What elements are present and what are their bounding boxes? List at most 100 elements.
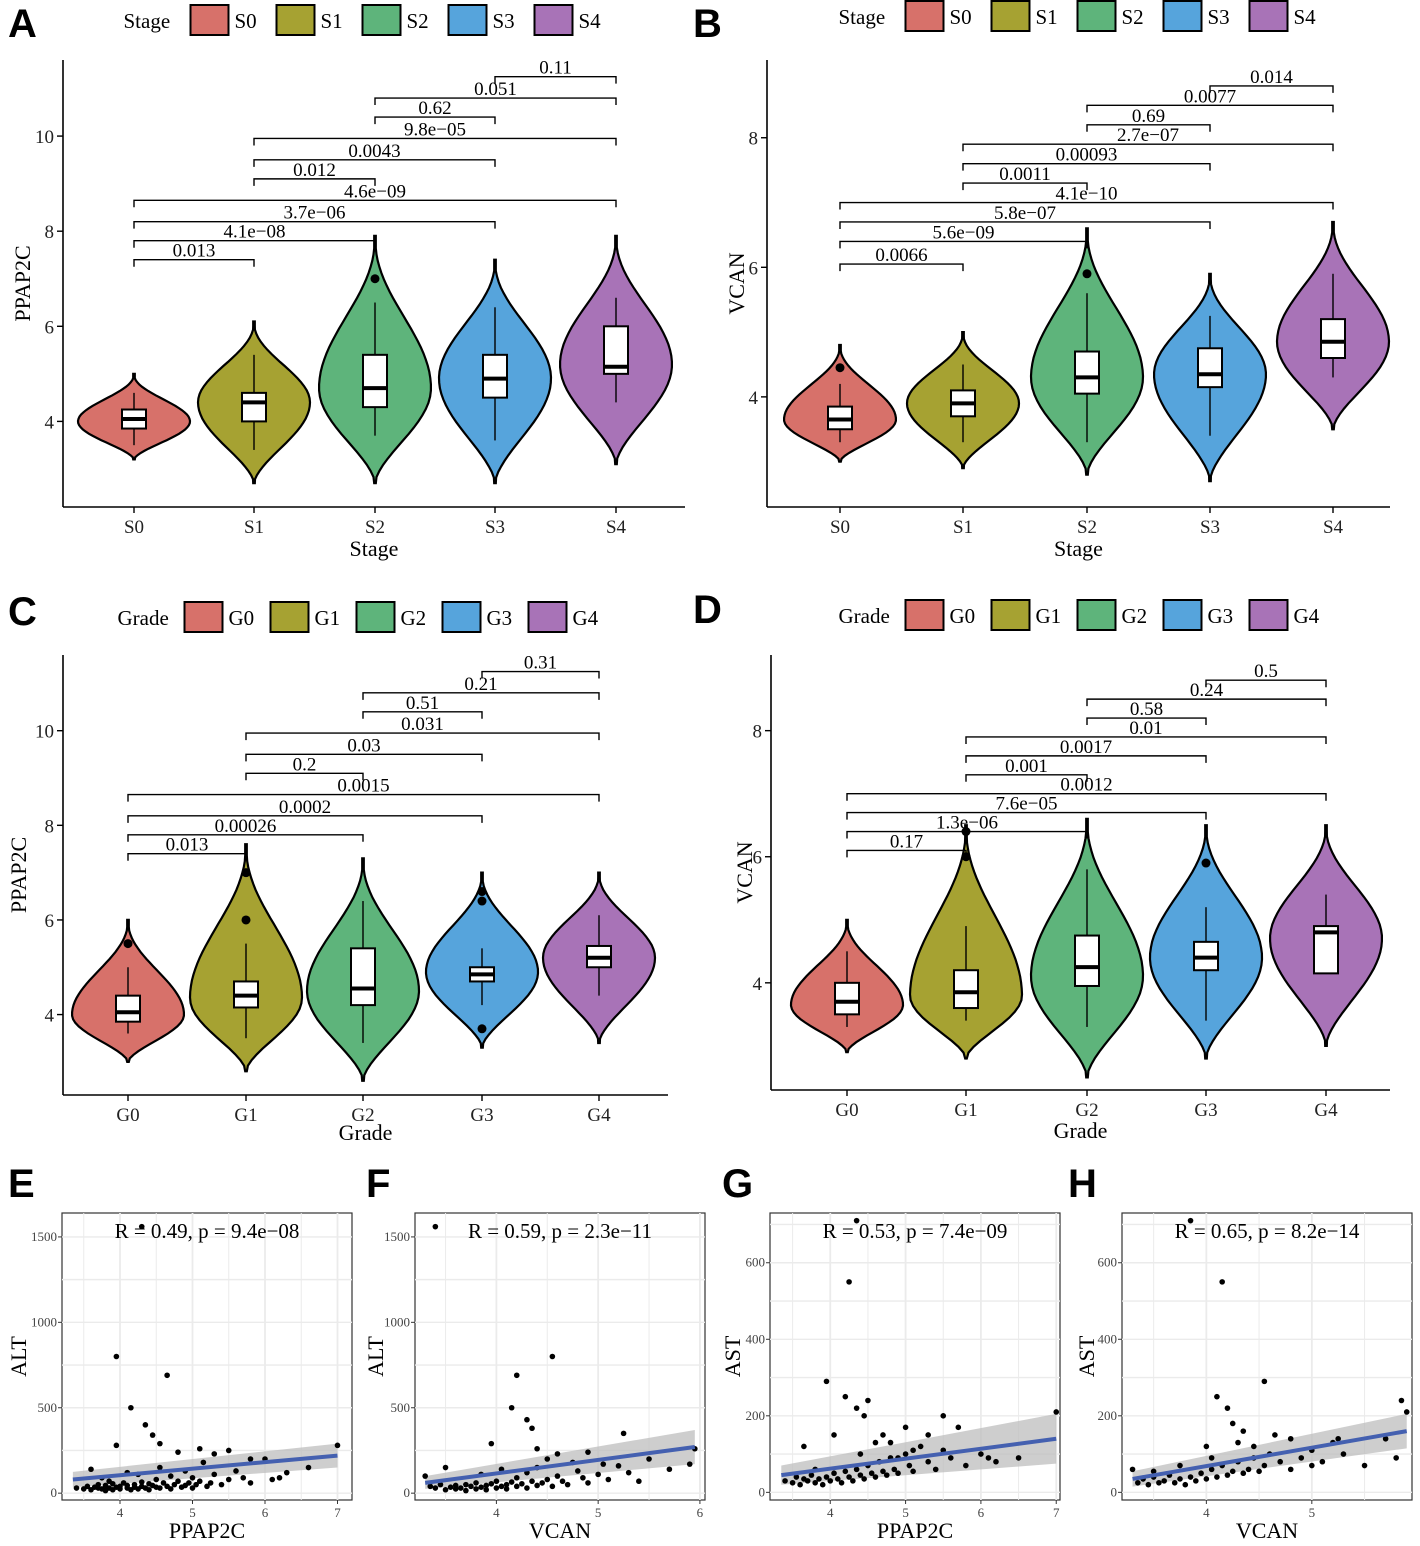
data-point <box>1335 1435 1341 1442</box>
box-s2 <box>362 353 388 409</box>
comparison-bracket <box>1086 124 1211 132</box>
legend-swatch-g0 <box>183 601 224 633</box>
comparison-bracket <box>965 736 1327 744</box>
data-point <box>508 1404 515 1411</box>
data-point <box>910 1447 916 1454</box>
data-point <box>334 1442 341 1449</box>
p-value-label: 2.7e−07 <box>1117 125 1179 146</box>
data-point <box>524 1416 530 1423</box>
data-point <box>549 1483 556 1490</box>
p-value-label: 0.012 <box>293 160 336 181</box>
panel-label: D <box>693 588 722 632</box>
comparison-bracket <box>1205 679 1327 688</box>
data-point <box>432 1223 439 1230</box>
data-point <box>925 1458 931 1465</box>
p-value-label: 1.3e−06 <box>936 813 998 834</box>
x-tick-label: 4 <box>827 1505 834 1520</box>
data-point <box>113 1353 120 1360</box>
legend-label-g4: G4 <box>573 606 599 630</box>
data-point <box>861 1476 867 1482</box>
y-tick-label: 8 <box>45 816 55 837</box>
data-point <box>276 1474 283 1481</box>
panel-label: C <box>8 590 37 634</box>
data-point <box>804 1478 811 1484</box>
data-point <box>600 1461 607 1467</box>
data-point <box>427 1483 434 1490</box>
x-axis-title: Grade <box>339 1120 393 1145</box>
comparison-bracket <box>962 162 1211 171</box>
comparison-bracket <box>962 182 1088 191</box>
data-point <box>1177 1462 1183 1469</box>
data-point <box>880 1432 886 1438</box>
box-g0 <box>834 981 860 1016</box>
box-g2 <box>350 947 376 1007</box>
comparison-bracket <box>245 753 483 762</box>
data-point <box>902 1451 909 1457</box>
panel-label: H <box>1068 1162 1097 1206</box>
legend-swatch-s1 <box>990 0 1031 32</box>
data-point <box>483 1482 490 1489</box>
comparison-bracket <box>846 811 1207 820</box>
p-value-label: 0.0012 <box>1060 775 1112 796</box>
y-axis-title: VCAN <box>732 841 757 903</box>
outlier-point <box>123 939 133 949</box>
data-point <box>636 1478 642 1485</box>
data-point <box>585 1480 591 1486</box>
data-point <box>196 1445 203 1452</box>
data-point <box>880 1468 886 1475</box>
data-point <box>549 1353 556 1360</box>
data-point <box>73 1485 80 1491</box>
legend-swatch-g4 <box>1248 599 1289 631</box>
data-point <box>513 1372 520 1379</box>
legend-swatch-g1 <box>990 599 1031 631</box>
legend-label-g1: G1 <box>1036 604 1062 628</box>
box-s1 <box>241 391 267 423</box>
legend-swatch-s0 <box>189 4 230 36</box>
y-tick-label: 0 <box>1111 1484 1118 1499</box>
p-value-label: 0.11 <box>539 58 572 79</box>
y-axis-title: ALT <box>6 1336 31 1377</box>
data-point <box>483 1486 490 1493</box>
comparison-bracket <box>127 853 247 861</box>
comparison-bracket <box>253 178 376 186</box>
data-point <box>146 1486 152 1493</box>
x-tick-label: 5 <box>595 1505 602 1520</box>
panel-e: E 4 5 6 7 0 500 1000 1500 R = 0.49, p = 9.4e−08 PP… <box>6 1162 353 1543</box>
y-tick-label: 10 <box>35 722 54 743</box>
p-value-label: 0.00093 <box>1056 145 1118 166</box>
data-point <box>846 1279 852 1285</box>
data-point <box>853 1466 860 1473</box>
data-point <box>157 1440 163 1447</box>
data-point <box>1229 1420 1236 1427</box>
comparison-bracket <box>1209 85 1334 93</box>
data-point <box>117 1486 123 1492</box>
comparison-bracket <box>253 159 496 167</box>
data-point <box>846 1474 852 1480</box>
x-axis-title: VCAN <box>1236 1518 1298 1543</box>
comparison-bracket <box>127 834 364 842</box>
data-point <box>463 1481 469 1488</box>
y-tick-label: 500 <box>391 1400 411 1415</box>
data-point <box>437 1481 444 1488</box>
correlation-stat: R = 0.49, p = 9.4e−08 <box>115 1219 300 1243</box>
data-point <box>189 1474 196 1481</box>
outlier-point <box>1082 269 1092 279</box>
data-point <box>503 1481 510 1488</box>
outlier-point <box>477 896 487 906</box>
comparison-bracket <box>245 772 364 781</box>
data-point <box>1150 1468 1157 1475</box>
data-point <box>666 1466 673 1473</box>
y-tick-label: 6 <box>45 317 55 338</box>
data-point <box>554 1473 561 1479</box>
data-point <box>442 1486 449 1493</box>
x-tick-label: G2 <box>351 1105 374 1126</box>
data-point <box>917 1443 924 1450</box>
data-point <box>1287 1466 1294 1473</box>
data-point <box>797 1481 803 1488</box>
data-point <box>1219 1279 1225 1285</box>
y-tick-label: 4 <box>45 412 55 433</box>
legend-swatch-g2 <box>1076 599 1117 631</box>
y-tick-label: 600 <box>746 1255 766 1270</box>
data-point <box>1187 1474 1194 1480</box>
data-point <box>84 1483 91 1490</box>
